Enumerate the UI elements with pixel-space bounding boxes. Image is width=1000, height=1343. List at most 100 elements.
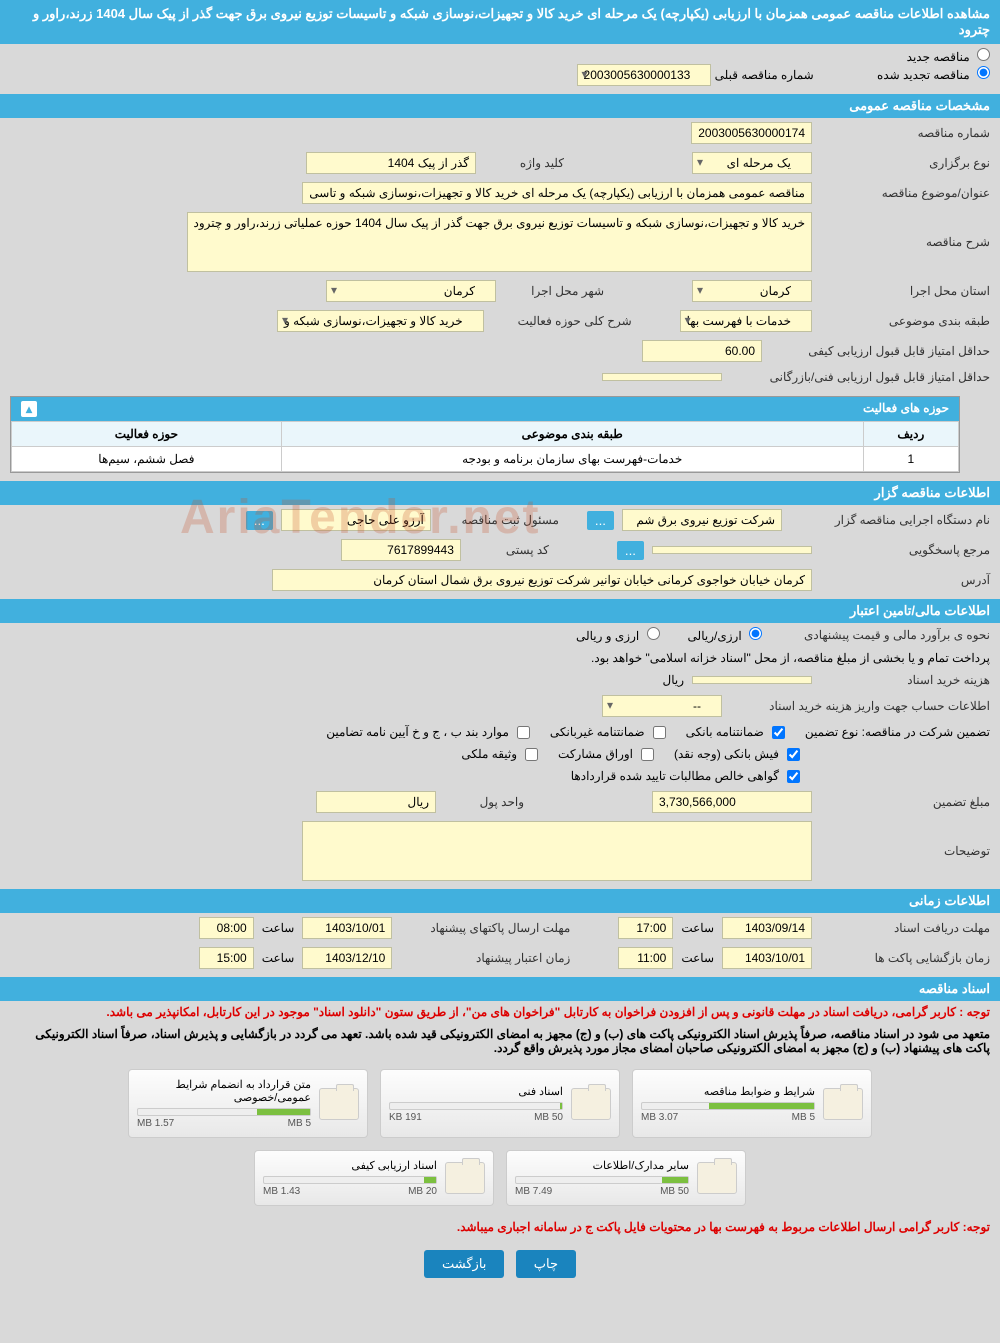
registrar-lookup-button[interactable]: ... <box>246 511 273 530</box>
hold-type-label: نوع برگزاری <box>820 156 990 170</box>
receive-time[interactable]: 17:00 <box>618 917 673 939</box>
min-tech-field[interactable] <box>602 373 722 381</box>
tender-type-radios: مناقصه جدید مناقصه تجدید شده شماره مناقص… <box>0 44 1000 90</box>
docs-bottom-note: توجه: کاربر گرامی ارسال اطلاعات مربوط به… <box>0 1216 1000 1238</box>
file-title: سایر مدارک/اطلاعات <box>515 1159 689 1172</box>
unit-field: ریال <box>316 791 436 813</box>
activity-desc-select[interactable]: خرید کالا و تجهیزات،نوسازی شبکه و <box>277 310 484 332</box>
chk-receivables[interactable]: گواهی خالص مطالبات تایید شده قراردادها <box>571 769 800 783</box>
province-select[interactable]: کرمان <box>692 280 812 302</box>
col-category: طبقه بندی موضوعی <box>281 422 863 447</box>
account-select[interactable]: -- <box>602 695 722 717</box>
folder-icon <box>823 1088 863 1120</box>
section-general: مشخصات مناقصه عمومی <box>0 94 1000 118</box>
table-row: 1خدمات-فهرست بهای سازمان برنامه و بودجهف… <box>12 447 959 472</box>
radio-new-label: مناقصه جدید <box>907 50 970 64</box>
min-tech-label: حداقل امتیاز قابل قبول ارزیابی فنی/بازرگ… <box>730 370 990 384</box>
guarantee-amt-label: مبلغ تضمین <box>820 795 990 809</box>
respondent-label: مرجع پاسخگویی <box>820 543 990 557</box>
exec-lookup-button[interactable]: ... <box>587 511 614 530</box>
postal-label: کد پستی <box>469 543 549 557</box>
folder-icon <box>445 1162 485 1194</box>
min-quality-field[interactable]: 60.00 <box>642 340 762 362</box>
notes-field[interactable] <box>302 821 812 881</box>
category-select[interactable]: خدمات با فهرست بها <box>680 310 812 332</box>
send-date[interactable]: 1403/10/01 <box>302 917 392 939</box>
doc-cost-field[interactable] <box>692 676 812 684</box>
chk-bank[interactable]: ضمانتنامه بانکی <box>686 725 785 739</box>
col-area: حوزه فعالیت <box>12 422 282 447</box>
file-card[interactable]: متن قرارداد به انضمام شرایط عمومی/خصوصی … <box>128 1069 368 1138</box>
prev-number-select[interactable]: 2003005630000133 <box>577 64 712 86</box>
docs-note1: توجه : کاربر گرامی، دریافت اسناد در مهلت… <box>0 1001 1000 1023</box>
folder-icon <box>319 1088 359 1120</box>
print-button[interactable]: چاپ <box>516 1250 576 1278</box>
exec-field: شرکت توزیع نیروی برق شم <box>622 509 782 531</box>
time-word-4: ساعت <box>262 951 295 965</box>
radio-renewed[interactable]: مناقصه تجدید شده <box>877 68 990 82</box>
file-card[interactable]: اسناد ارزیابی کیفی 20 MB1.43 MB <box>254 1150 494 1206</box>
collapse-icon[interactable]: ▴ <box>21 401 37 417</box>
chk-bond[interactable]: موارد بند ب ، ج و خ آیین نامه تضامین <box>326 725 530 739</box>
folder-icon <box>697 1162 737 1194</box>
respondent-field[interactable] <box>652 546 812 554</box>
radio-currency[interactable]: ارزی/ریالی <box>688 627 762 643</box>
city-label: شهر محل اجرا <box>504 284 604 298</box>
tender-no-label: شماره مناقصه <box>820 126 990 140</box>
notes-label: توضیحات <box>820 844 990 858</box>
payment-note: پرداخت تمام و یا بخشی از مبلغ مناقصه، از… <box>591 651 990 665</box>
button-bar: چاپ بازگشت <box>0 1238 1000 1290</box>
account-label: اطلاعات حساب جهت واریز هزینه خرید اسناد <box>730 699 990 713</box>
validity-time[interactable]: 15:00 <box>199 947 254 969</box>
address-field[interactable]: کرمان خیابان خواجوی کرمانی خیابان توانیر… <box>272 569 812 591</box>
file-title: متن قرارداد به انضمام شرایط عمومی/خصوصی <box>137 1078 311 1104</box>
radio-new[interactable]: مناقصه جدید <box>907 50 990 64</box>
file-card[interactable]: سایر مدارک/اطلاعات 50 MB7.49 MB <box>506 1150 746 1206</box>
doc-cost-label: هزینه خرید اسناد <box>820 673 990 687</box>
activity-desc-label: شرح کلی حوزه فعالیت <box>492 314 632 328</box>
chk-property[interactable]: وثیقه ملکی <box>461 747 538 761</box>
radio-renewed-label: مناقصه تجدید شده <box>877 68 970 82</box>
subject-field[interactable]: مناقصه عمومی همزمان با ارزیابی (یکپارچه)… <box>302 182 812 204</box>
category-label: طبقه بندی موضوعی <box>820 314 990 328</box>
file-title: اسناد ارزیابی کیفی <box>263 1159 437 1172</box>
file-card[interactable]: شرایط و ضوابط مناقصه 5 MB3.07 MB <box>632 1069 872 1138</box>
guarantee-intro: تضمین شرکت در مناقصه: نوع تضمین <box>805 725 990 739</box>
guarantee-amt-field[interactable]: 3,730,566,000 <box>652 791 812 813</box>
radio-combined[interactable]: ارزی و ریالی <box>576 627 660 643</box>
exec-label: نام دستگاه اجرایی مناقصه گزار <box>790 513 990 527</box>
unit-label: واحد پول <box>444 795 524 809</box>
section-documents: اسناد مناقصه <box>0 977 1000 1001</box>
chk-nonbank[interactable]: ضمانتنامه غیربانکی <box>550 725 666 739</box>
file-card[interactable]: اسناد فنی 50 MB191 KB <box>380 1069 620 1138</box>
open-label: زمان بازگشایی پاکت ها <box>820 951 990 965</box>
receive-label: مهلت دریافت اسناد <box>820 921 990 935</box>
chk-cash[interactable]: فیش بانکی (وجه نقد) <box>674 747 800 761</box>
time-word-3: ساعت <box>681 951 714 965</box>
folder-icon <box>571 1088 611 1120</box>
receive-date[interactable]: 1403/09/14 <box>722 917 812 939</box>
open-time[interactable]: 11:00 <box>618 947 673 969</box>
file-title: اسناد فنی <box>389 1085 563 1098</box>
activity-table-title: حوزه های فعالیت <box>863 401 949 417</box>
time-word-1: ساعت <box>681 921 714 935</box>
keyword-field[interactable]: گذر از پیک 1404 <box>306 152 476 174</box>
hold-type-select[interactable]: یک مرحله ای <box>692 152 812 174</box>
respondent-lookup-button[interactable]: ... <box>617 541 644 560</box>
send-label: مهلت ارسال پاکتهای پیشنهاد <box>400 921 570 935</box>
files-grid: شرایط و ضوابط مناقصه 5 MB3.07 MB اسناد ف… <box>0 1059 1000 1216</box>
postal-field: 7617899443 <box>341 539 461 561</box>
city-select[interactable]: کرمان <box>326 280 496 302</box>
desc-field[interactable]: خرید کالا و تجهیزات،نوسازی شبکه و تاسیسا… <box>187 212 812 272</box>
estimate-label: نحوه ی برآورد مالی و قیمت پیشنهادی <box>770 628 990 642</box>
open-date[interactable]: 1403/10/01 <box>722 947 812 969</box>
registrar-field: آرزو علی حاجی <box>281 509 431 531</box>
keyword-label: کلید واژه <box>484 156 564 170</box>
subject-label: عنوان/موضوع مناقصه <box>820 186 990 200</box>
activity-table: ردیف طبقه بندی موضوعی حوزه فعالیت 1خدمات… <box>11 421 959 472</box>
send-time[interactable]: 08:00 <box>199 917 254 939</box>
validity-date[interactable]: 1403/12/10 <box>302 947 392 969</box>
chk-securities[interactable]: اوراق مشارکت <box>558 747 654 761</box>
min-quality-label: حداقل امتیاز قابل قبول ارزیابی کیفی <box>770 344 990 358</box>
back-button[interactable]: بازگشت <box>424 1250 504 1278</box>
